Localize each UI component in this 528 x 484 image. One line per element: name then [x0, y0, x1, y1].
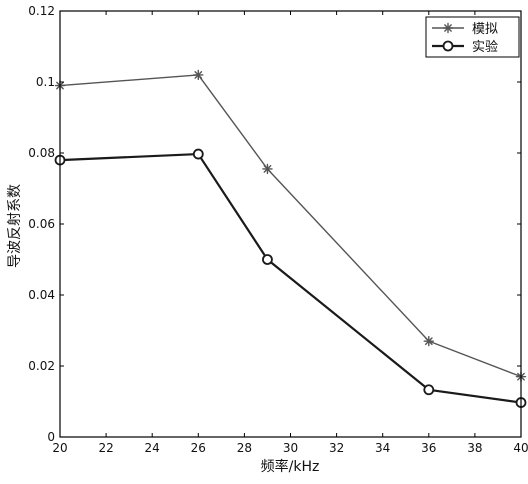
x-tick-label: 32: [329, 441, 344, 455]
marker-stroke: [444, 24, 452, 32]
axis-ticks: 20 22 24 26 28 30 32 34 36 38 40 0 0.02 0.04 0.06 0.08 0…: [28, 4, 528, 455]
x-tick-label: 34: [375, 441, 390, 455]
x-tick-label: 22: [98, 441, 113, 455]
y-tick-label: 0.02: [28, 359, 55, 373]
y-tick-label: 0.06: [28, 217, 55, 231]
legend-marker-1: [442, 22, 454, 34]
y-tick-label: 0.1: [36, 75, 55, 89]
y-tick-label: 0.12: [28, 4, 55, 18]
x-axis-title: 频率/kHz: [261, 458, 320, 475]
x-tick-label: 20: [52, 441, 67, 455]
series-line-2: [59, 152, 522, 404]
legend-label-2: 实验: [472, 39, 498, 55]
legend-box: [425, 16, 520, 58]
series-2-point: [192, 148, 204, 160]
series-1-point: [193, 69, 204, 81]
series-line-1: [59, 74, 522, 378]
y-axis-title: 导波反射系数: [7, 184, 23, 268]
series-2-point: [262, 254, 273, 265]
y-tick-label: 0.04: [28, 288, 55, 302]
plot-frame: [59, 10, 522, 438]
legend-marker-2: [442, 40, 454, 52]
series-2-point: [423, 384, 435, 396]
x-tick-label: 28: [237, 441, 252, 455]
y-tick-label: 0: [47, 430, 55, 444]
x-tick-label: 36: [421, 441, 436, 455]
x-tick-label: 30: [283, 441, 298, 455]
y-tick-label: 0.08: [28, 146, 55, 160]
marker-stroke: [263, 165, 272, 173]
marker-stroke: [194, 71, 203, 79]
x-tick-label: 38: [467, 441, 482, 455]
marker-stroke: [424, 337, 433, 346]
plot-marks: [54, 69, 527, 408]
legend-label-1: 模拟: [472, 22, 498, 37]
axes: [59, 10, 522, 438]
x-tick-label: 40: [513, 441, 528, 455]
x-tick-label: 26: [191, 441, 206, 455]
x-tick-label: 24: [145, 441, 160, 455]
series-1-point: [262, 163, 273, 175]
series-1-point: [423, 335, 434, 347]
